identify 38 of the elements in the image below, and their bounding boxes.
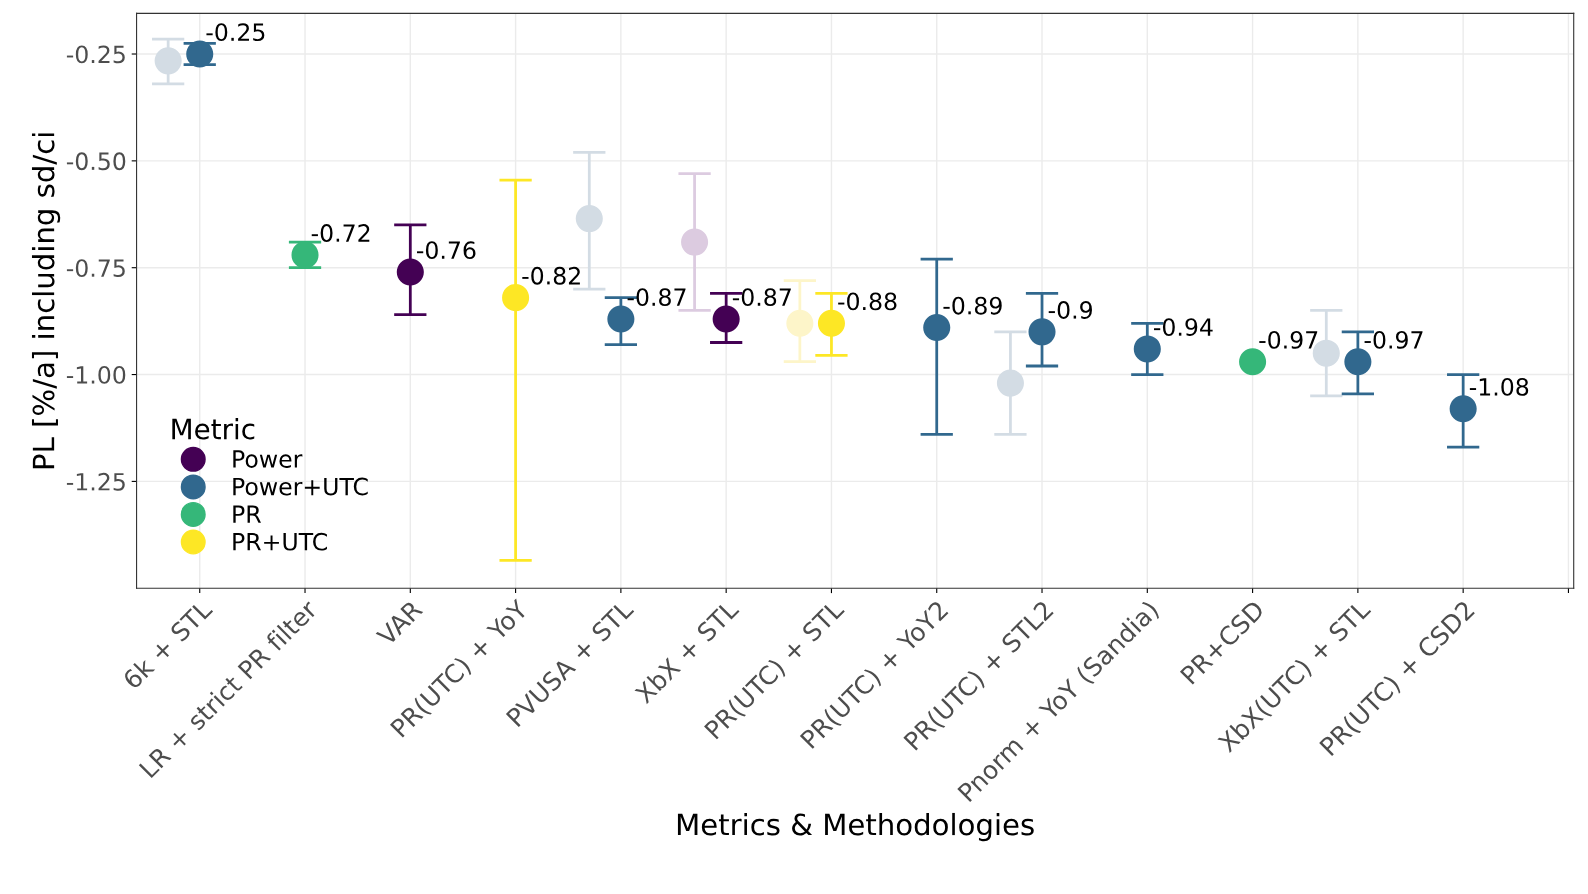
data-label: -0.76 <box>417 241 476 260</box>
data-label: -0.87 <box>627 288 686 307</box>
data-label: -0.72 <box>311 224 370 242</box>
y-axis-title: PL [%/a] including sd/ci <box>31 133 61 469</box>
data-label: -0.25 <box>206 23 265 42</box>
point <box>923 314 951 342</box>
point <box>1133 335 1161 363</box>
data-label: -0.87 <box>732 288 791 307</box>
legend-label: Power+UTC <box>233 477 368 496</box>
legend-label: PR <box>233 505 261 523</box>
data-label: -0.89 <box>943 296 1002 315</box>
point <box>1239 348 1267 376</box>
data-label: -0.82 <box>522 266 580 285</box>
legend-label: PR+UTC <box>233 532 327 551</box>
legend-label: Power <box>233 450 303 468</box>
data-label: -0.88 <box>838 292 897 311</box>
point <box>1449 395 1477 423</box>
point <box>1028 318 1056 346</box>
point <box>396 258 424 286</box>
x-axis-title: Metrics & Methodologies <box>677 812 1034 842</box>
y-tick-label: -0.50 <box>66 152 126 171</box>
y-tick-label: -1.00 <box>66 366 126 384</box>
data-label: -0.97 <box>1364 330 1423 349</box>
y-tick-label: -0.25 <box>66 45 125 64</box>
data-label: -0.94 <box>1154 318 1213 336</box>
point <box>502 284 530 312</box>
x-tick-label: VAR <box>375 599 424 647</box>
point <box>712 305 740 333</box>
point <box>1344 348 1372 376</box>
legend-title: Metric <box>172 418 255 440</box>
data-label: -0.97 <box>1259 330 1318 349</box>
data-label: -0.9 <box>1048 301 1092 319</box>
x-tick-label: 6k + STL <box>121 598 214 690</box>
data-label: -1.08 <box>1469 377 1529 396</box>
y-tick-label: -1.25 <box>66 472 125 491</box>
y-tick-label: -0.75 <box>66 259 125 278</box>
point <box>817 309 845 337</box>
point <box>607 305 635 333</box>
